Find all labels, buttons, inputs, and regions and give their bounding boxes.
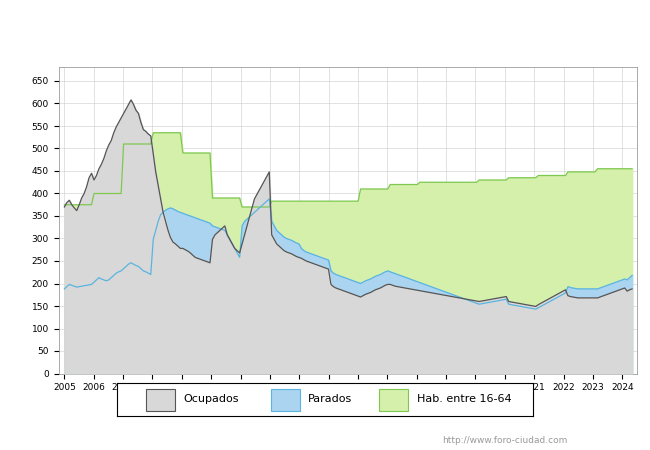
Text: Calicasas - Evolucion de la poblacion en edad de Trabajar Mayo de 2024: Calicasas - Evolucion de la poblacion en… bbox=[84, 22, 566, 35]
Text: Ocupados: Ocupados bbox=[183, 394, 239, 405]
Bar bbox=[379, 389, 408, 411]
Bar bbox=[271, 389, 300, 411]
Bar bbox=[146, 389, 176, 411]
Text: http://www.foro-ciudad.com: http://www.foro-ciudad.com bbox=[442, 436, 567, 445]
Text: Hab. entre 16-64: Hab. entre 16-64 bbox=[417, 394, 511, 405]
Text: Parados: Parados bbox=[308, 394, 352, 405]
